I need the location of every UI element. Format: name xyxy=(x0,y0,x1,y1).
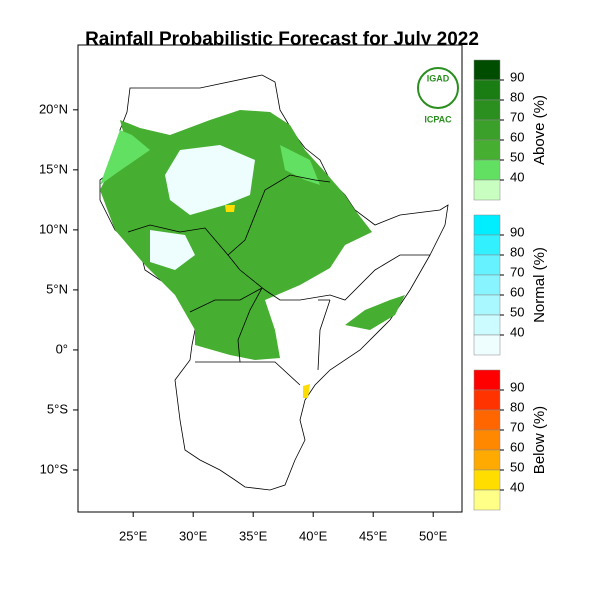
region xyxy=(99,74,449,491)
colorbar-box xyxy=(473,139,501,161)
colorbar-box xyxy=(473,274,501,296)
colorbar-label: 60 xyxy=(510,129,524,144)
colorbar-label: 40 xyxy=(510,479,524,494)
colorbar-box xyxy=(473,294,501,316)
colorbar-box xyxy=(473,489,501,511)
colorbar-label: 40 xyxy=(510,169,524,184)
x-tick-label: 45°E xyxy=(359,528,388,543)
colorbar-label: 50 xyxy=(510,459,524,474)
x-tick-label: 35°E xyxy=(239,528,268,543)
y-tick-label: 10°N xyxy=(39,221,68,236)
y-tick-label: 5°S xyxy=(47,401,68,416)
colorbar-box xyxy=(473,99,501,121)
colorbar-box xyxy=(473,254,501,276)
colorbar-label: 90 xyxy=(510,69,524,84)
normal-area xyxy=(150,230,195,270)
colorbar-box xyxy=(473,429,501,451)
y-tick-label: 10°S xyxy=(40,461,69,476)
colorbar-box xyxy=(473,179,501,201)
x-tick-label: 30°E xyxy=(179,528,208,543)
colorbar-label: 80 xyxy=(510,399,524,414)
y-tick-label: 20°N xyxy=(39,101,68,116)
colorbar-label: 40 xyxy=(510,324,524,339)
y-tick-label: 5°N xyxy=(46,281,68,296)
logo-emblem xyxy=(417,67,459,109)
colorbar-box xyxy=(473,469,501,491)
logo-name: IGAD xyxy=(427,73,450,83)
y-tick-label: 15°N xyxy=(39,161,68,176)
colorbar-label: 70 xyxy=(510,264,524,279)
normal-area xyxy=(165,145,255,215)
above-area xyxy=(345,295,405,330)
y-tick-label: 0° xyxy=(56,341,68,356)
colorbar-box xyxy=(473,234,501,256)
colorbar-label: 60 xyxy=(510,284,524,299)
colorbar-box xyxy=(473,449,501,471)
colorbar-title: Below (%) xyxy=(531,406,548,474)
colorbar-title: Above (%) xyxy=(531,95,548,165)
colorbar-box xyxy=(473,119,501,141)
colorbar-label: 80 xyxy=(510,89,524,104)
colorbar-label: 50 xyxy=(510,304,524,319)
colorbar-box xyxy=(473,314,501,336)
colorbar-box xyxy=(473,369,501,391)
above-area xyxy=(280,145,320,185)
colorbar-label: 50 xyxy=(510,149,524,164)
colorbar-box xyxy=(473,389,501,411)
logo: IGAD ICPAC xyxy=(417,67,459,124)
x-tick-label: 25°E xyxy=(119,528,148,543)
colorbar-box xyxy=(473,79,501,101)
colorbar-label: 90 xyxy=(510,224,524,239)
below-area xyxy=(303,384,310,398)
above-area xyxy=(100,130,150,185)
x-tick-label: 50°E xyxy=(419,528,448,543)
colorbar-box xyxy=(473,59,501,81)
colorbar-box xyxy=(473,214,501,236)
x-tick-label: 40°E xyxy=(299,528,328,543)
colorbar-label: 70 xyxy=(510,109,524,124)
colorbar-label: 70 xyxy=(510,419,524,434)
below-area xyxy=(225,205,235,212)
colorbar-label: 60 xyxy=(510,439,524,454)
logo-org: ICPAC xyxy=(424,114,452,124)
colorbar-label: 90 xyxy=(510,379,524,394)
colorbar-label: 80 xyxy=(510,244,524,259)
colorbar-box xyxy=(473,334,501,356)
colorbar-title: Normal (%) xyxy=(531,247,548,323)
colorbar-box xyxy=(473,409,501,431)
colorbar-box xyxy=(473,159,501,181)
